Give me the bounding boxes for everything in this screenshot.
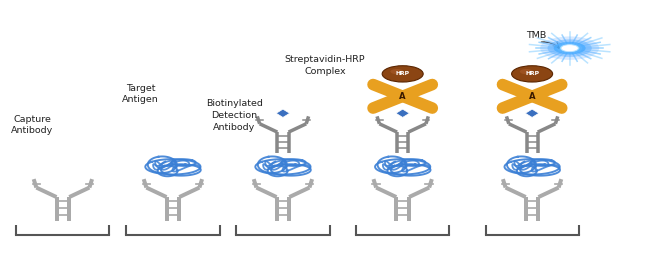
Polygon shape [374, 102, 389, 108]
Circle shape [547, 39, 592, 57]
Polygon shape [545, 102, 561, 108]
Polygon shape [416, 102, 432, 108]
Text: A: A [399, 92, 406, 101]
Polygon shape [416, 85, 432, 91]
Text: HRP: HRP [525, 72, 539, 76]
Polygon shape [374, 85, 389, 91]
Text: TMB: TMB [526, 31, 546, 41]
Text: HRP: HRP [396, 72, 410, 76]
Polygon shape [396, 109, 410, 118]
Polygon shape [545, 85, 561, 91]
Polygon shape [503, 102, 519, 108]
Circle shape [561, 45, 579, 51]
Circle shape [554, 42, 586, 55]
Circle shape [540, 36, 599, 60]
Circle shape [382, 66, 423, 82]
Polygon shape [276, 109, 290, 118]
Circle shape [520, 69, 533, 74]
Polygon shape [525, 109, 539, 118]
Text: Streptavidin-HRP
Complex: Streptavidin-HRP Complex [285, 55, 365, 76]
Circle shape [560, 44, 580, 52]
Text: Biotinylated
Detection
Antibody: Biotinylated Detection Antibody [206, 99, 263, 132]
Circle shape [512, 66, 552, 82]
Text: A: A [529, 92, 536, 101]
Polygon shape [503, 85, 519, 91]
Text: Capture
Antibody: Capture Antibody [11, 115, 53, 135]
Text: Target
Antigen: Target Antigen [122, 84, 159, 105]
Circle shape [391, 69, 404, 74]
